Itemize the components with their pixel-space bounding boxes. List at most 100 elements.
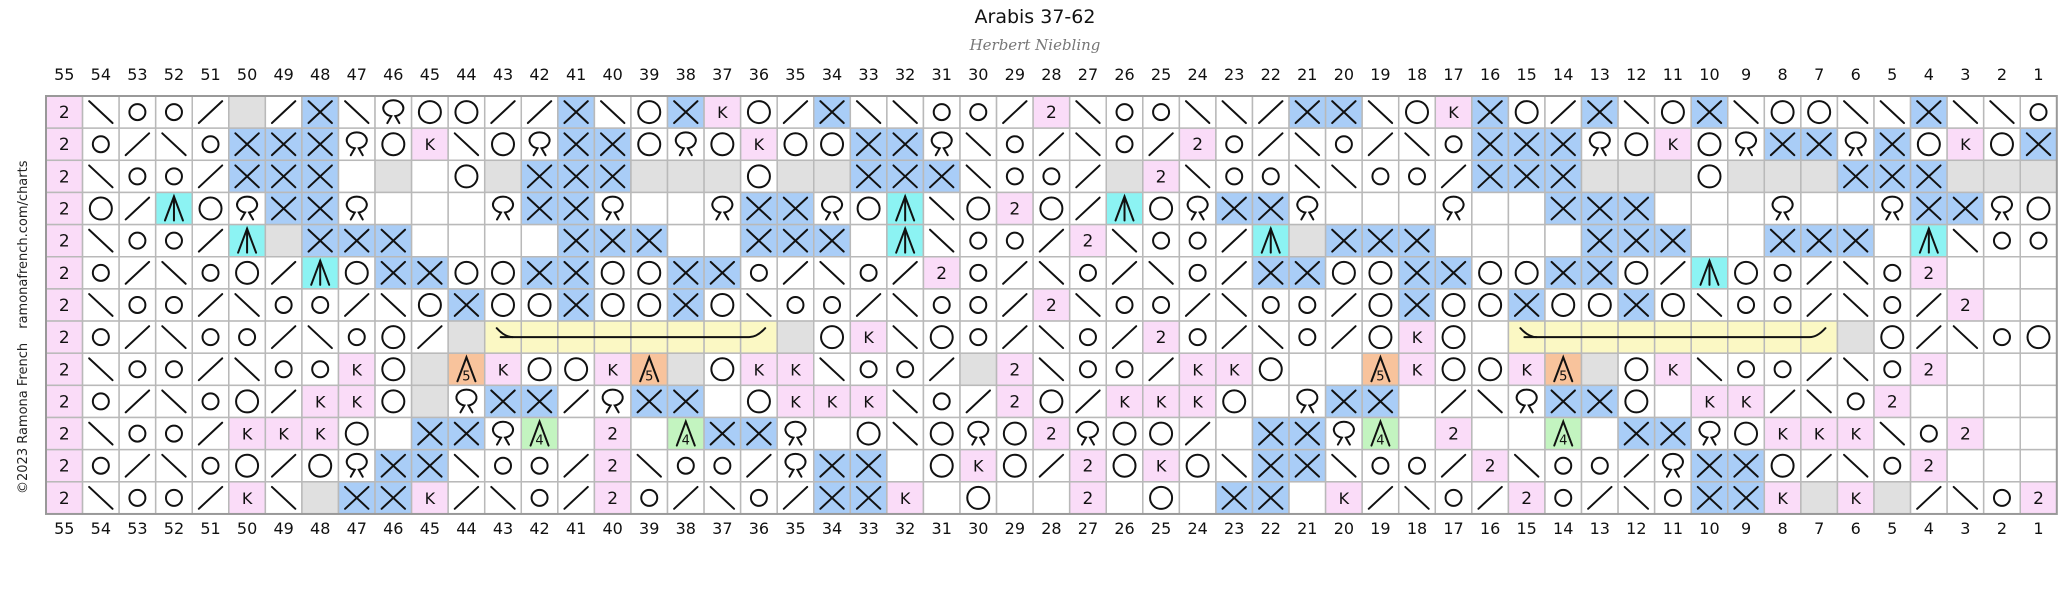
stitch-cell xyxy=(1580,127,1619,162)
stitch-cell: K xyxy=(337,384,376,419)
stitch-cell xyxy=(739,448,778,483)
bracket-symbol xyxy=(495,327,767,339)
stitch-cell xyxy=(374,127,413,162)
stitch-cell xyxy=(1873,159,1912,194)
stitch-cell xyxy=(1653,448,1692,483)
stitch-cell xyxy=(81,416,120,451)
stitch-cell xyxy=(447,481,486,515)
stitch-cell xyxy=(191,448,230,483)
stitch-cell: 2 xyxy=(45,159,84,194)
stitch-cell xyxy=(118,384,157,419)
stitch-cell xyxy=(1142,288,1181,322)
stitch-cell xyxy=(154,159,193,194)
stitch-cell xyxy=(1032,159,1071,194)
stitch-cell xyxy=(666,159,705,194)
stitch-cell xyxy=(154,256,193,290)
stitch-cell xyxy=(1982,481,2021,515)
stitch-cell xyxy=(1251,191,1290,226)
column-label-top: 37 xyxy=(712,65,732,84)
svg-text:5: 5 xyxy=(1559,369,1567,384)
column-label-bottom: 46 xyxy=(383,519,403,538)
stitch-cell xyxy=(374,288,413,322)
column-label-bottom: 10 xyxy=(1699,519,1719,538)
stitch-cell: 5 xyxy=(1361,352,1400,387)
column-label-bottom: 18 xyxy=(1407,519,1427,538)
stitch-cell xyxy=(849,256,888,290)
stitch-cell xyxy=(1471,384,1510,419)
stitch-cell xyxy=(1142,416,1181,451)
svg-text:2: 2 xyxy=(59,103,70,123)
stitch-cell xyxy=(849,223,888,258)
stitch-cell xyxy=(630,95,669,129)
column-label-top: 17 xyxy=(1443,65,1463,84)
stitch-cell xyxy=(1763,95,1802,129)
column-label-bottom: 44 xyxy=(456,519,476,538)
stitch-cell xyxy=(593,256,632,290)
stitch-cell xyxy=(1178,288,1217,322)
stitch-cell xyxy=(1178,448,1217,483)
column-label-top: 46 xyxy=(383,65,403,84)
column-label-bottom: 39 xyxy=(639,519,659,538)
stitch-cell xyxy=(1763,448,1802,483)
stitch-cell xyxy=(849,481,888,515)
stitch-cell xyxy=(337,127,376,162)
stitch-cell xyxy=(666,191,705,226)
stitch-cell xyxy=(813,320,852,354)
stitch-cell xyxy=(776,320,815,354)
column-label-top: 33 xyxy=(858,65,878,84)
chart-border xyxy=(45,95,2058,515)
stitch-cell xyxy=(1580,223,1619,258)
svg-text:K: K xyxy=(1156,392,1167,411)
stitch-cell xyxy=(1361,320,1400,354)
column-label-bottom: 50 xyxy=(237,519,257,538)
stitch-cell xyxy=(922,191,961,226)
stitch-cell xyxy=(1763,256,1802,290)
column-label-top: 24 xyxy=(1187,65,1207,84)
stitch-cell xyxy=(447,384,486,419)
stitch-cell xyxy=(1946,256,1985,290)
stitch-cell xyxy=(1434,256,1473,290)
stitch-cell xyxy=(1105,159,1144,194)
stitch-cell xyxy=(776,95,815,129)
stitch-cell xyxy=(1800,384,1839,419)
bracket-symbol xyxy=(1519,327,1827,339)
column-label-top: 53 xyxy=(127,65,147,84)
svg-text:2: 2 xyxy=(59,135,70,155)
stitch-cell xyxy=(1653,416,1692,451)
stitch-cell xyxy=(374,320,413,354)
column-label-bottom: 6 xyxy=(1851,519,1861,538)
stitch-cell xyxy=(557,384,596,419)
stitch-cell xyxy=(1105,481,1144,515)
stitch-cell xyxy=(1397,288,1437,322)
svg-text:2: 2 xyxy=(59,328,70,348)
stitch-cell xyxy=(191,320,230,354)
stitch-cell xyxy=(922,127,961,162)
stitch-cell xyxy=(959,320,998,354)
svg-text:2: 2 xyxy=(607,425,618,445)
stitch-cell xyxy=(886,448,925,483)
column-label-bottom: 12 xyxy=(1626,519,1646,538)
stitch-cell xyxy=(1142,256,1181,290)
stitch-cell: 5 xyxy=(447,352,486,387)
svg-text:K: K xyxy=(1777,425,1788,444)
stitch-cell xyxy=(228,127,267,162)
svg-text:2: 2 xyxy=(59,167,70,187)
stitch-cell xyxy=(81,191,120,226)
stitch-cell: K xyxy=(228,416,267,451)
stitch-cell xyxy=(1690,352,1729,387)
stitch-cell xyxy=(1763,352,1802,387)
stitch-cell xyxy=(886,159,925,194)
stitch-cell xyxy=(1544,288,1583,322)
stitch-cell: 2 xyxy=(45,223,84,258)
stitch-cell xyxy=(1836,320,1875,354)
stitch-cell xyxy=(739,191,778,226)
svg-text:2: 2 xyxy=(607,489,618,509)
stitch-cell: 2 xyxy=(593,481,632,515)
svg-text:K: K xyxy=(1704,392,1715,411)
stitch-cell xyxy=(1105,256,1144,290)
stitch-cell xyxy=(264,288,303,322)
stitch-cell xyxy=(337,320,376,354)
stitch-cell xyxy=(1288,288,1327,322)
stitch-cell xyxy=(886,352,925,387)
stitch-cell xyxy=(922,320,961,354)
